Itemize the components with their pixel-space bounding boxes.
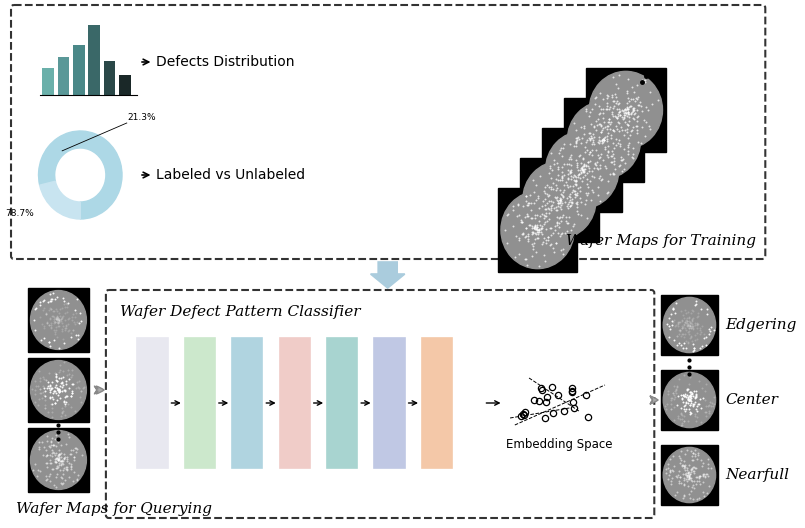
Text: Nearfull: Nearfull [725,468,790,482]
Bar [119,76,130,95]
Bar [497,188,577,272]
Text: Labeled vs Unlabeled: Labeled vs Unlabeled [156,168,305,182]
Bar [33,18,142,103]
Circle shape [31,290,86,350]
Text: 78.7%: 78.7% [5,210,34,219]
Bar [28,358,89,422]
Bar [58,56,69,95]
Bar [586,68,666,152]
Bar [279,338,310,468]
Text: Embedding Space: Embedding Space [506,438,613,451]
Bar [543,128,622,212]
Bar [43,69,54,95]
Bar [374,338,405,468]
Text: Center: Center [725,393,778,407]
Text: Edgering: Edgering [725,318,797,332]
Bar [89,25,100,95]
FancyArrow shape [370,262,405,288]
Wedge shape [39,181,80,219]
Bar [564,98,644,182]
Circle shape [663,297,716,353]
Circle shape [501,191,574,269]
Circle shape [31,430,86,489]
Bar [73,44,85,95]
Bar [661,370,718,430]
Bar [422,338,452,468]
Bar [327,338,357,468]
Bar [232,338,262,468]
Polygon shape [506,373,614,433]
Text: 21.3%: 21.3% [128,113,156,122]
Circle shape [663,447,716,503]
Bar [28,428,89,492]
Circle shape [522,162,596,239]
Bar [184,338,215,468]
Text: Wafer Defect Pattern Classifier: Wafer Defect Pattern Classifier [120,305,361,319]
Bar [661,445,718,505]
Text: Wafer Maps for Training: Wafer Maps for Training [566,234,756,248]
Circle shape [589,71,663,149]
Circle shape [546,131,619,209]
Bar [104,61,115,95]
Circle shape [31,361,86,419]
Circle shape [663,372,716,428]
Circle shape [568,101,641,178]
Bar [137,338,167,468]
Bar [519,158,599,242]
Text: Defects Distribution: Defects Distribution [156,55,295,69]
Bar [661,295,718,355]
Bar [28,288,89,352]
Wedge shape [39,131,122,219]
Text: Wafer Maps for Querying: Wafer Maps for Querying [16,502,212,516]
